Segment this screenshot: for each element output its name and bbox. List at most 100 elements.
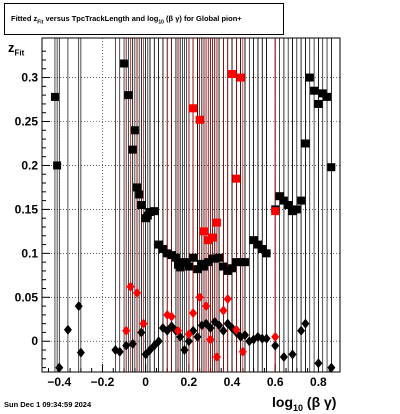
x-tick-label: 0.8 (310, 375, 327, 389)
data-point-square (292, 205, 301, 214)
data-point-diamond (126, 281, 135, 292)
data-point-diamond (55, 362, 64, 373)
data-point-square (124, 91, 133, 100)
data-point-square (318, 89, 327, 98)
data-point-square (133, 183, 142, 192)
x-tick-label: −0.2 (91, 375, 115, 389)
data-point-square (50, 92, 59, 101)
data-point-diamond (76, 347, 85, 358)
data-point-diamond (139, 318, 148, 329)
data-point-square (219, 262, 228, 271)
data-point-diamond (301, 318, 310, 329)
data-point-square (279, 196, 288, 205)
data-point-square (137, 201, 146, 209)
data-point-square (297, 196, 306, 205)
data-point-diamond (238, 346, 247, 357)
data-point-square (145, 208, 154, 217)
data-point-square (158, 244, 167, 253)
data-point-diamond (167, 311, 176, 322)
data-point-square (130, 126, 139, 135)
x-tick-label: −0.4 (47, 375, 71, 389)
y-tick-label: 0.3 (21, 71, 38, 85)
data-point-diamond (249, 334, 258, 345)
data-point-diamond (74, 301, 83, 312)
data-point-square (189, 253, 198, 262)
data-point-diamond (174, 325, 183, 336)
data-point-square (154, 240, 163, 249)
data-point-diamond (271, 340, 280, 351)
data-point-square (262, 249, 271, 258)
data-point-square (163, 249, 172, 258)
data-point-diamond (202, 301, 211, 312)
data-point-square (171, 253, 180, 262)
data-point-square (228, 70, 237, 79)
data-point-square (182, 258, 191, 267)
data-point-diamond (314, 358, 323, 369)
chart-title: Fitted zFit versus TpcTrackLength and lo… (11, 14, 242, 26)
data-point-square (193, 265, 202, 274)
data-point-square (204, 236, 213, 245)
data-point-diamond (133, 287, 142, 298)
data-point-square (128, 145, 137, 154)
data-point-diamond (219, 305, 228, 316)
data-point-square (232, 174, 241, 183)
data-point-square (215, 253, 224, 262)
data-point-diamond (232, 324, 241, 335)
x-tick-label: 0.2 (180, 375, 197, 389)
data-point-square (253, 240, 262, 249)
data-point-diamond (258, 333, 267, 344)
data-point-square (176, 263, 185, 272)
data-point-square (249, 236, 258, 245)
data-point-diamond (327, 362, 336, 373)
data-point-square (275, 192, 284, 201)
data-point-square (236, 258, 245, 267)
x-tick-label: 0.4 (224, 375, 241, 389)
data-point-square (228, 264, 237, 273)
y-tick-label: 0.15 (15, 202, 39, 216)
chart-title-box: Fitted zFit versus TpcTrackLength and lo… (4, 3, 284, 35)
data-point-square (204, 258, 213, 267)
plot-frame (41, 37, 341, 373)
data-point-diamond (215, 320, 224, 331)
timestamp-footer: Sun Dec 1 09:34:59 2024 (4, 400, 92, 409)
data-point-square (184, 262, 193, 271)
data-point-square (189, 104, 198, 113)
data-point-square (167, 251, 176, 260)
data-point-square (178, 258, 187, 267)
y-axis-label: zFit (8, 40, 25, 58)
data-point-diamond (206, 323, 215, 334)
data-point-diamond (279, 352, 288, 363)
data-point-square (53, 161, 62, 170)
x-axis-label: log10 (β γ) (272, 394, 337, 413)
data-point-diamond (63, 324, 72, 335)
data-point-diamond (288, 349, 297, 360)
data-point-square (120, 59, 129, 68)
data-point-diamond (184, 336, 193, 347)
data-point-diamond (193, 331, 202, 342)
data-point-square (195, 115, 204, 124)
data-point-square (210, 254, 219, 263)
data-point-square (208, 233, 217, 242)
data-point-square (212, 218, 221, 227)
data-point-diamond (240, 330, 249, 341)
data-point-square (150, 207, 159, 216)
data-point-diamond (189, 308, 198, 319)
data-point-square (314, 99, 323, 108)
data-point-diamond (262, 333, 271, 344)
data-point-square (305, 73, 314, 82)
data-point-diamond (122, 340, 131, 351)
y-tick-label: 0.1 (21, 246, 38, 260)
data-point-diamond (122, 325, 131, 336)
data-point-square (327, 163, 336, 172)
data-point-diamond (115, 346, 124, 357)
data-point-diamond (184, 329, 193, 340)
data-point-diamond (128, 338, 137, 349)
data-point-square (236, 73, 245, 82)
y-tick-label: 0.05 (15, 290, 39, 304)
data-point-diamond (271, 331, 280, 342)
x-tick-label: 0 (142, 375, 149, 389)
data-point-square (323, 92, 332, 101)
data-point-diamond (154, 336, 163, 347)
data-point-diamond (212, 352, 221, 363)
